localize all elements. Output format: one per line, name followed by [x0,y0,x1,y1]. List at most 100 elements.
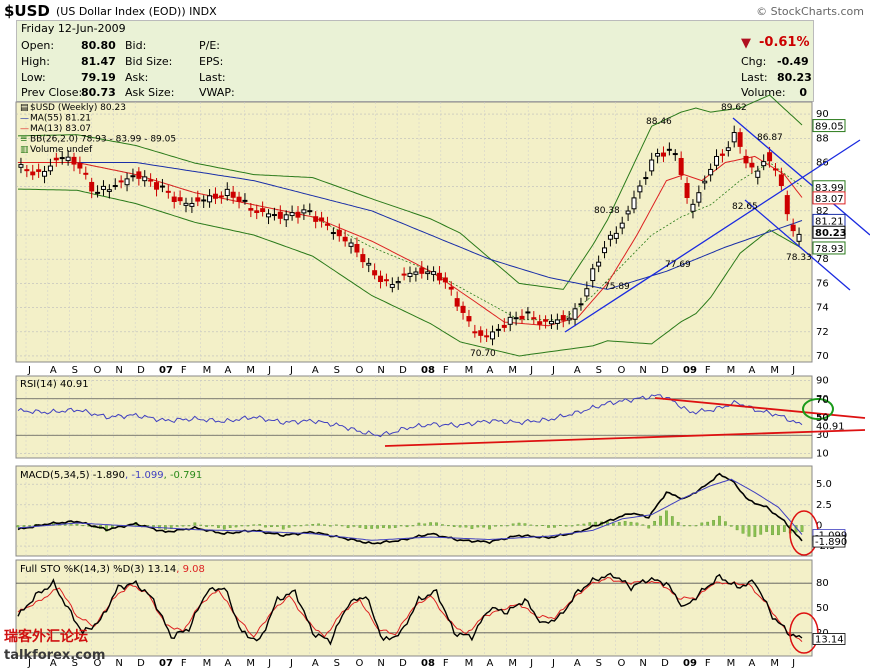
x-axis-label: F [705,365,711,376]
trendline-support-long [564,139,861,333]
price-candle [708,168,714,176]
price-candle [743,155,749,164]
price-candle [336,229,342,237]
macd-histogram-bar [629,521,633,526]
price-candle [207,195,213,203]
x-axis-label: F [181,365,187,376]
x-axis-label: F [443,365,449,376]
price-candle [454,298,460,307]
price-candle [602,247,608,254]
macd-histogram-bar [217,525,220,528]
macd-histogram-bar [187,525,191,527]
ma13-line [18,155,803,327]
price-candle [395,281,401,284]
price-candle [154,182,160,190]
macd-histogram-bar [246,525,250,527]
macd-histogram-bar [417,522,421,526]
x-axis-label-bottom: S [334,658,340,668]
price-candle [643,177,649,180]
price-candle [106,189,112,192]
macd-histogram-bar [505,525,509,527]
x-axis-label: M [508,365,517,376]
price-candle [42,170,48,177]
macd-histogram-bar [376,525,379,529]
price-candle [696,192,702,203]
rsi-right-label: 50 [816,413,829,424]
last-value: 80.23 [777,71,812,84]
x-axis-label-bottom: J [791,658,795,668]
macd-histogram-bar [682,525,686,527]
price-candle [731,132,737,143]
x-axis-label-bottom: M [770,658,779,668]
macd-histogram-bar [500,525,503,527]
price-candle [330,232,336,235]
price-candle [531,317,537,320]
price-candle [684,183,690,198]
price-candle [142,176,148,182]
price-candle [590,268,596,282]
price-right-label-box [812,119,846,133]
macd-histogram-bar [706,521,710,526]
macd-histogram-bar [747,525,751,537]
price-legend-icon: ≡ [20,135,28,145]
volume-value: 0 [799,86,807,99]
x-axis-label-bottom: F [181,658,187,668]
price-candle [313,216,319,222]
macd-histogram-bar [694,525,698,527]
macd-histogram-bar [800,525,804,532]
price-legend-icon: — [20,124,29,134]
macd-y-tick-label: 0 [816,520,822,531]
price-candle [59,157,65,160]
price-legend-icon: — [20,114,29,124]
price-candle [230,191,236,198]
change-down-icon: ▼ [741,36,751,51]
price-candle [401,273,407,276]
price-candle [277,211,283,219]
x-axis-label: N [639,365,646,376]
sto-right-label-box [812,633,846,645]
macd-histogram-bar [588,522,592,526]
sto-title: Full STO %K(14,3) %D(3) 13.14, 9.08 [20,564,205,575]
price-right-label-box [812,241,846,255]
macd-histogram-bar [370,525,374,529]
price-candle [95,191,101,194]
price-candle [460,305,466,313]
price-candle [501,324,507,328]
macd-histogram-bar [175,525,179,527]
macd-histogram-bar [729,525,733,527]
price-candle [236,196,242,202]
trendline-channel-upper [732,117,870,236]
macd-histogram-bar [435,522,438,526]
macd-histogram-bar [281,525,285,530]
x-axis-label: O [618,365,626,376]
price-candle [702,180,708,184]
x-axis-label: J [791,365,795,376]
macd-histogram-bar [252,524,256,526]
x-axis-label: A [225,365,232,376]
rsi-title: RSI(14) 40.91 [20,379,89,390]
macd-histogram-bar [659,515,662,526]
macd-histogram-bar [152,525,155,527]
price-candle [324,223,330,226]
macd-histogram-bar [340,525,344,527]
price-candle [478,330,484,336]
x-axis-label-bottom: A [225,658,232,668]
x-axis-label-bottom: M [203,658,212,668]
price-candle [484,335,490,338]
x-axis-label-bottom: S [72,658,78,668]
x-axis-label: D [661,365,669,376]
price-annotation: 75.89 [604,282,630,292]
price-candle [761,161,767,167]
macd-histogram-bar [688,525,692,527]
price-candle [71,156,77,165]
price-candle [767,152,773,162]
sto-y-tick-label: 80 [816,578,829,589]
x-axis-label-bottom: N [639,658,646,668]
macd-histogram-bar [234,525,238,528]
price-annotation: 86.87 [757,133,783,143]
price-candle [436,272,442,281]
price-candle [159,185,165,188]
macd-histogram-bar [700,522,704,526]
macd-histogram-bar [670,516,674,526]
trendline-channel-lower [744,199,851,291]
